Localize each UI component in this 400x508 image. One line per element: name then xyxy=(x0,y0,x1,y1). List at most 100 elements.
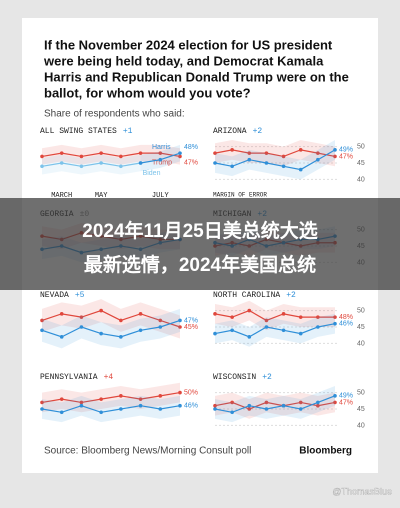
point xyxy=(99,151,103,155)
point xyxy=(59,335,64,339)
point xyxy=(264,161,269,165)
series-line xyxy=(214,323,336,338)
point xyxy=(119,164,123,169)
point xyxy=(281,312,286,316)
panel-change: +2 xyxy=(253,127,263,136)
end-label: 47% xyxy=(339,399,353,406)
title-line: Harris and Republican Donald Trump were … xyxy=(44,69,349,84)
point xyxy=(333,315,337,319)
point xyxy=(298,167,303,172)
end-label: 50% xyxy=(184,389,198,396)
point xyxy=(158,325,163,329)
end-label: 49% xyxy=(339,393,353,400)
point xyxy=(298,407,303,411)
annotation: MARGIN OF ERROR xyxy=(213,192,267,199)
point xyxy=(138,151,143,155)
y-tick-label: 45 xyxy=(357,160,365,167)
point xyxy=(316,151,320,155)
source: Source: Bloomberg News/Morning Consult p… xyxy=(44,446,251,457)
end-label: 47% xyxy=(184,159,198,166)
point xyxy=(79,164,84,169)
point xyxy=(59,151,64,155)
point xyxy=(316,157,320,162)
point xyxy=(178,318,182,323)
series-line xyxy=(41,405,181,413)
series-name: Trump xyxy=(152,159,172,166)
point xyxy=(119,394,123,398)
panel-title: NEVADA xyxy=(40,291,69,300)
x-tick-label: MAY xyxy=(95,192,108,200)
point xyxy=(316,403,320,408)
point xyxy=(158,407,163,411)
point xyxy=(178,390,182,395)
point xyxy=(213,407,217,411)
margin-band xyxy=(215,392,335,419)
overlay-band xyxy=(0,198,400,290)
point xyxy=(281,164,286,169)
end-label: 47% xyxy=(184,317,198,324)
panel-title: ALL SWING STATES xyxy=(40,127,117,136)
end-label: 47% xyxy=(339,153,353,160)
series-line xyxy=(214,309,335,322)
title-line: ballot, for whom would you vote? xyxy=(44,85,251,100)
panel-change: +4 xyxy=(104,373,114,382)
margin-band xyxy=(215,300,335,331)
end-label: 49% xyxy=(339,147,353,154)
margin-band xyxy=(42,308,180,349)
point xyxy=(99,161,103,165)
end-label: 46% xyxy=(184,403,198,410)
point xyxy=(178,403,182,408)
point xyxy=(213,403,217,408)
margin-band xyxy=(42,299,180,339)
point xyxy=(59,312,64,316)
point xyxy=(59,410,64,415)
series-line xyxy=(41,152,181,158)
watermark: @ThomasBlue xyxy=(332,486,392,496)
end-label: 48% xyxy=(339,314,353,321)
y-tick-label: 45 xyxy=(357,406,365,413)
point xyxy=(40,400,44,405)
point xyxy=(99,397,103,401)
y-tick-label: 45 xyxy=(357,324,365,331)
point xyxy=(281,328,286,333)
point xyxy=(79,403,84,408)
panel-title: ARIZONA xyxy=(213,127,247,136)
series-line xyxy=(214,149,336,171)
point xyxy=(298,148,303,152)
point xyxy=(99,410,103,415)
point xyxy=(119,318,123,323)
subtitle: Share of respondents who said: xyxy=(44,109,185,120)
point xyxy=(333,148,337,152)
point xyxy=(230,410,234,415)
point xyxy=(316,400,320,405)
point xyxy=(247,151,252,155)
point xyxy=(79,325,84,329)
point xyxy=(247,403,252,408)
point xyxy=(247,308,252,313)
point xyxy=(178,325,182,329)
panel-change: +1 xyxy=(123,127,133,136)
point xyxy=(213,161,217,165)
point xyxy=(333,394,337,398)
point xyxy=(59,397,64,401)
series-line xyxy=(214,395,336,413)
series-line xyxy=(214,401,336,410)
point xyxy=(264,325,269,329)
point xyxy=(247,407,252,411)
point xyxy=(79,154,84,159)
point xyxy=(264,318,269,323)
margin-band xyxy=(215,140,335,180)
margin-band xyxy=(215,313,335,347)
point xyxy=(59,161,64,165)
panel-change: +2 xyxy=(286,291,296,300)
series-name: Biden xyxy=(143,170,161,177)
series-line xyxy=(214,149,336,158)
y-tick-label: 40 xyxy=(357,176,365,183)
point xyxy=(40,328,44,333)
end-label: 45% xyxy=(184,324,198,331)
point xyxy=(119,154,123,159)
title-line: If the November 2024 election for US pre… xyxy=(44,37,333,52)
point xyxy=(213,151,217,155)
panel-change: +5 xyxy=(75,291,85,300)
